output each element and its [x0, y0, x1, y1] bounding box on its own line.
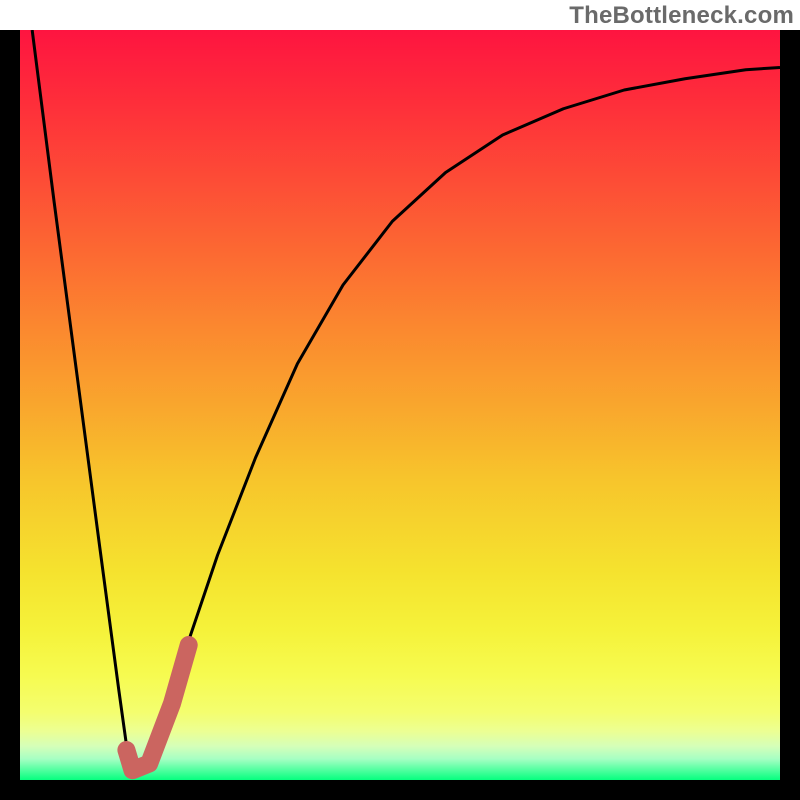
heat-background [20, 30, 780, 780]
bottleneck-chart: TheBottleneck.com [0, 0, 800, 800]
chart-svg [0, 0, 800, 800]
frame-bottom [0, 780, 800, 800]
frame-right [780, 30, 800, 800]
frame-left [0, 30, 20, 800]
watermark-label: TheBottleneck.com [569, 2, 794, 30]
